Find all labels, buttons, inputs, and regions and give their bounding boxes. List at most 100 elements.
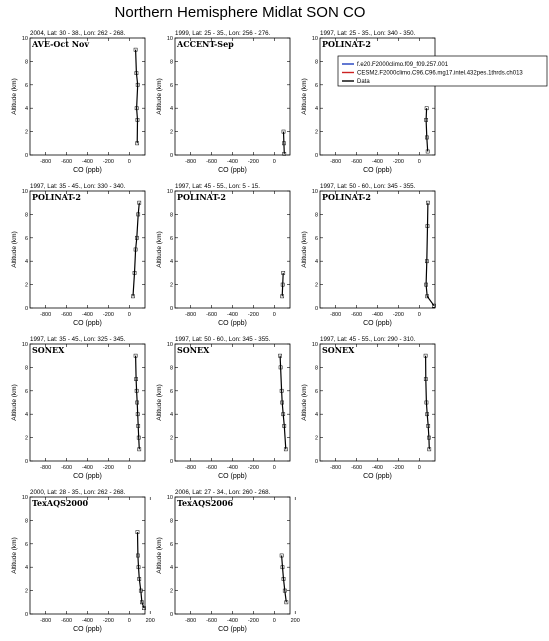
x-tick-label: 0 [128,312,131,318]
plot-frame [174,496,291,615]
x-tick-label: -200 [248,312,259,318]
data-point [135,141,140,146]
data-line [425,202,435,307]
data-line [281,555,287,603]
data-point [279,388,284,393]
panel-subtitle: 1997, Lat: 45 - 55., Lon: 5 - 15. [175,183,260,190]
y-tick-label: 4 [315,259,318,265]
y-tick-label: 6 [315,236,318,242]
data-point [424,106,429,111]
campaign-label: POLINAT-2 [177,192,226,202]
y-axis-label: Altitude (km) [156,231,163,267]
data-point [426,200,430,205]
y-tick-label: 6 [170,542,173,548]
data-point [134,106,139,111]
y-tick-label: 8 [170,212,173,218]
data-point [135,412,140,417]
y-axis-label: Altitude (km) [301,78,308,114]
data-point [138,588,143,593]
data-line [132,202,140,297]
x-tick-label: -200 [103,618,114,624]
x-tick-label: -400 [227,159,238,165]
legend-label: f.e20.F2000climo.f09_f09.257.001 [357,62,449,68]
y-tick-label: 0 [25,612,28,618]
y-tick-label: 10 [312,189,318,195]
y-tick-label: 6 [25,389,28,395]
data-line [136,532,145,609]
data-point [424,400,429,405]
x-tick-label: 0 [418,159,421,165]
data-point [425,412,430,417]
panel: 1997, Lat: 35 - 45., Lon: 330 - 340. POLI… [11,183,146,327]
panel: 1997, Lat: 25 - 35., Lon: 340 - 350. POLI… [301,30,436,174]
y-tick-label: 8 [170,365,173,371]
x-tick-label: -400 [82,159,93,165]
x-axis-label: CO (ppb) [363,167,392,174]
y-tick-label: 2 [170,130,173,136]
y-tick-label: 4 [25,565,28,571]
data-point [279,553,284,558]
campaign-label: SONEX [322,345,355,355]
campaign-label: POLINAT-2 [322,192,371,202]
data-point [134,71,139,75]
y-tick-label: 8 [170,518,173,524]
data-point [282,141,286,146]
data-point [427,435,431,440]
data-point [432,303,436,308]
data-point [134,377,138,381]
y-tick-label: 0 [25,459,28,465]
x-tick-label: -400 [82,465,93,471]
y-tick-label: 8 [315,59,318,65]
y-axis-label: Altitude (km) [156,537,163,573]
x-tick-label: -200 [103,312,114,318]
x-axis-label: CO (ppb) [218,167,247,174]
y-tick-label: 4 [25,259,28,265]
plot-frame [29,343,146,462]
y-axis-label: Altitude (km) [11,384,18,420]
y-tick-label: 10 [167,495,173,501]
y-tick-label: 2 [315,283,318,289]
y-tick-label: 4 [170,565,173,571]
x-tick-label: -400 [227,312,238,318]
x-axis-label: CO (ppb) [73,626,102,633]
y-tick-label: 6 [170,389,173,395]
y-tick-label: 8 [25,212,28,218]
y-axis-label: Altitude (km) [11,78,18,114]
data-point [424,259,429,264]
panel-subtitle: 1997, Lat: 25 - 35., Lon: 340 - 350. [320,30,416,37]
panel-subtitle: 2004, Lat: 30 - 38., Lon: 262 - 268. [30,30,126,37]
x-axis-label: CO (ppb) [363,473,392,480]
y-tick-label: 0 [170,612,173,618]
x-tick-label: -600 [351,465,362,471]
x-tick-label: -600 [351,312,362,318]
x-tick-label: 200 [146,618,155,624]
x-tick-label: -600 [61,465,72,471]
y-tick-label: 10 [312,36,318,42]
plot-frame [319,37,436,156]
data-point [136,565,141,570]
panel: 2006, Lat: 27 - 34., Lon: 260 - 268. TexA… [156,489,300,633]
x-tick-label: -800 [330,312,341,318]
x-tick-label: -200 [393,159,404,165]
legend: f.e20.F2000climo.f09_f09.257.001 CESM2.F2… [337,55,548,87]
x-tick-label: -600 [61,618,72,624]
x-axis-label: CO (ppb) [73,320,102,327]
data-point [133,47,138,52]
y-tick-label: 2 [315,436,318,442]
y-tick-label: 6 [25,83,28,89]
x-tick-label: -800 [40,159,51,165]
x-tick-label: -200 [393,312,404,318]
panel: 2004, Lat: 30 - 38., Lon: 262 - 268. AVE-… [11,30,146,174]
y-tick-label: 10 [22,189,28,195]
y-tick-label: 0 [315,306,318,312]
data-point [427,447,432,452]
plot-frame [174,37,291,156]
data-point [280,294,285,299]
data-point [136,435,141,440]
y-axis-label: Altitude (km) [156,78,163,114]
data-line [135,49,139,144]
panel-subtitle: 2006, Lat: 27 - 34., Lon: 260 - 268. [175,489,271,496]
x-tick-label: -600 [206,465,217,471]
data-point [135,118,140,122]
panel-subtitle: 2000, Lat: 28 - 35., Lon: 262 - 268. [30,489,126,496]
